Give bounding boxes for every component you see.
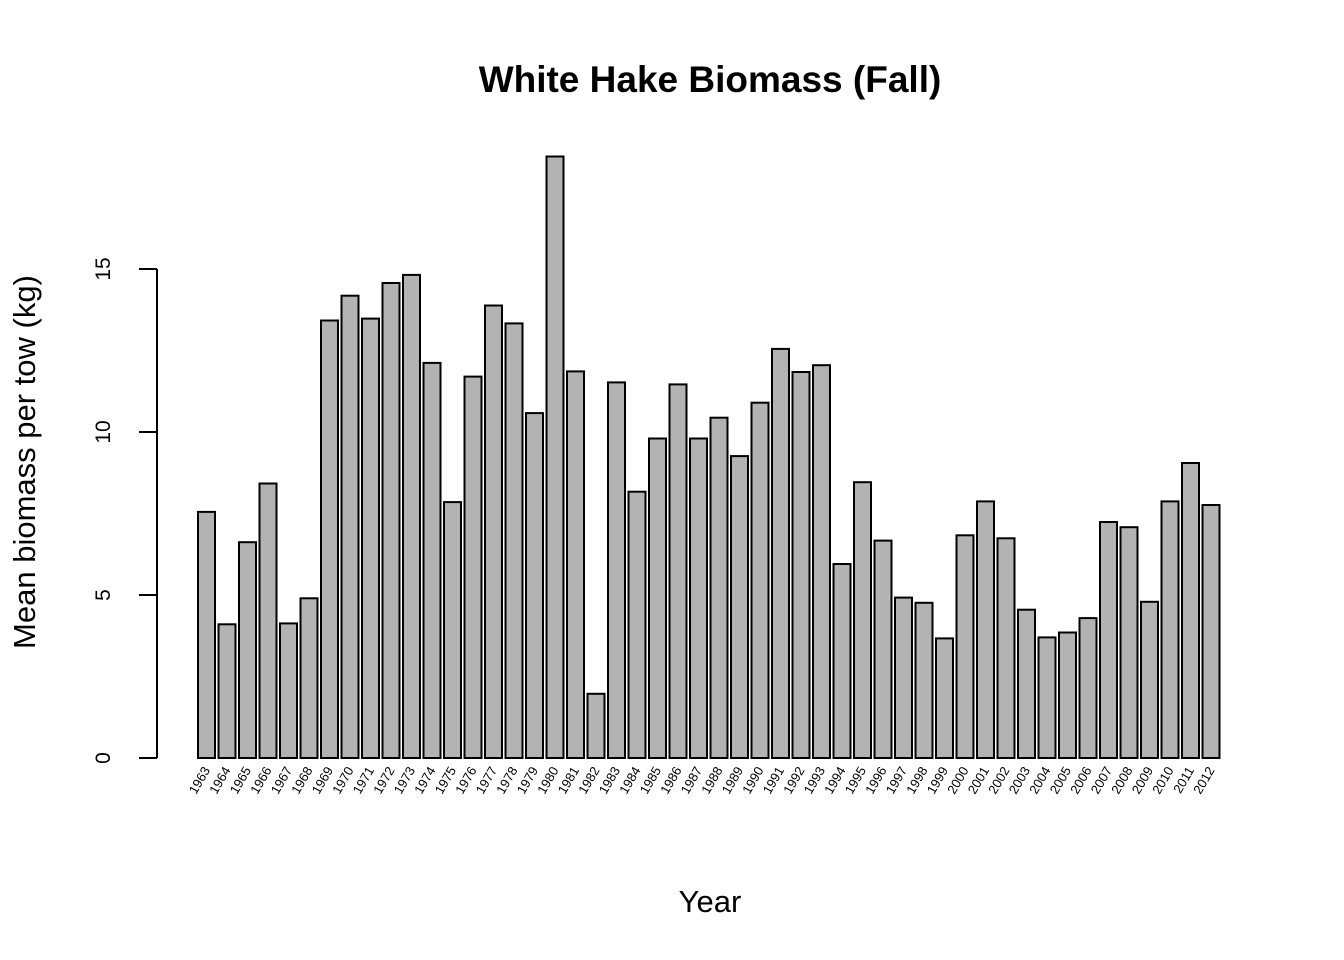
y-tick-label-5: 5 [92, 589, 115, 601]
bar-1974 [422, 361, 442, 759]
y-tick-label-0: 0 [92, 752, 115, 764]
bar-1998 [914, 601, 934, 759]
bar-1964 [217, 623, 237, 759]
x-tick-label-2010: 2010 [1149, 764, 1176, 797]
bar-1979 [525, 412, 544, 759]
bar-1969 [320, 319, 339, 759]
y-axis: 0 5 10 15 [92, 257, 158, 764]
bar-1973 [402, 273, 421, 759]
bar-2009 [1140, 600, 1159, 759]
bar-1978 [504, 322, 524, 759]
bar-1994 [832, 563, 852, 759]
y-tick-label-15: 15 [92, 257, 115, 280]
bar-1977 [484, 304, 503, 759]
bar-2007 [1099, 521, 1118, 759]
bar-2000 [955, 534, 975, 759]
bar-1963 [197, 510, 216, 759]
bar-1986 [668, 383, 688, 759]
bar-1980 [545, 155, 565, 759]
bar-1991 [771, 347, 790, 759]
bar-1972 [381, 282, 401, 759]
bar-1989 [730, 455, 749, 759]
bar-1988 [709, 416, 729, 759]
bar-1976 [463, 375, 483, 759]
bar-2005 [1058, 631, 1077, 759]
x-tick-labels: 1963196419651966196719681969197019711972… [186, 764, 1218, 797]
y-tick-label-10: 10 [92, 420, 115, 443]
bar-2002 [996, 537, 1016, 759]
bar-1966 [258, 482, 278, 759]
bar-1982 [586, 692, 606, 759]
bar-1996 [873, 539, 893, 759]
bar-1997 [894, 596, 913, 759]
bar-1970 [340, 294, 360, 759]
bar-2008 [1119, 526, 1139, 760]
bar-1992 [791, 371, 811, 759]
bar-1981 [566, 370, 585, 759]
y-axis-label: Mean biomass per tow (kg) [7, 275, 42, 649]
bar-2012 [1201, 504, 1221, 759]
bar-2001 [976, 500, 995, 759]
bar-2006 [1078, 617, 1098, 759]
bar-1984 [627, 490, 647, 759]
bar-1965 [238, 541, 257, 760]
bar-1990 [750, 401, 770, 759]
bar-2004 [1037, 636, 1057, 760]
bar-1975 [443, 501, 462, 759]
bar-1999 [935, 637, 954, 760]
bar-1987 [689, 437, 708, 759]
bar-1985 [648, 437, 667, 759]
bars-group [197, 155, 1221, 760]
bar-1995 [853, 481, 872, 759]
x-axis-label: Year [679, 884, 742, 919]
bar-2010 [1160, 500, 1180, 759]
bar-1967 [279, 622, 298, 760]
bar-1983 [607, 381, 626, 759]
bar-2003 [1017, 608, 1036, 760]
chart-title: White Hake Biomass (Fall) [479, 59, 942, 100]
x-tick-label-2012: 2012 [1190, 764, 1217, 797]
bar-1993 [812, 364, 831, 759]
bar-2011 [1181, 462, 1200, 759]
bar-1971 [361, 317, 380, 759]
bar-1968 [299, 597, 319, 759]
